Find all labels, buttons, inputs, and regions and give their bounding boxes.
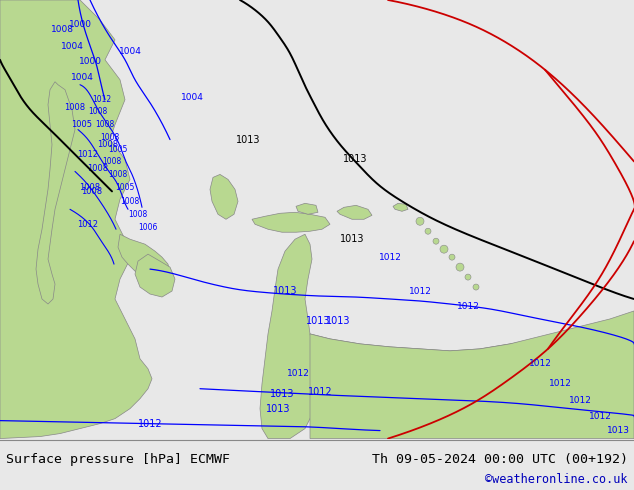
Text: 1012: 1012 <box>588 412 611 421</box>
Text: 1012: 1012 <box>307 387 332 397</box>
Text: 1013: 1013 <box>266 404 290 414</box>
Text: 1008: 1008 <box>65 103 86 112</box>
Circle shape <box>465 274 471 280</box>
Text: 1005: 1005 <box>108 145 127 154</box>
Text: 1013: 1013 <box>306 316 330 326</box>
Text: ©weatheronline.co.uk: ©weatheronline.co.uk <box>485 473 628 486</box>
Text: 1012: 1012 <box>548 379 571 388</box>
Polygon shape <box>0 0 152 439</box>
Text: 1008: 1008 <box>128 210 148 219</box>
Polygon shape <box>296 203 318 214</box>
Text: 1008: 1008 <box>100 133 120 142</box>
Text: 1004: 1004 <box>70 73 93 82</box>
Circle shape <box>433 238 439 244</box>
Polygon shape <box>118 234 170 284</box>
Polygon shape <box>337 205 372 220</box>
Text: 1000: 1000 <box>68 21 91 29</box>
Text: 1012: 1012 <box>77 150 98 159</box>
Text: 1013: 1013 <box>326 316 350 326</box>
Polygon shape <box>310 311 634 439</box>
Circle shape <box>416 217 424 225</box>
Polygon shape <box>36 82 75 304</box>
Text: 1012: 1012 <box>456 302 479 312</box>
Text: 1008: 1008 <box>98 140 119 149</box>
Text: 1005: 1005 <box>72 120 93 129</box>
Text: 1013: 1013 <box>273 286 297 296</box>
Polygon shape <box>210 174 238 220</box>
Text: Surface pressure [hPa] ECMWF: Surface pressure [hPa] ECMWF <box>6 453 230 466</box>
Text: 1008: 1008 <box>108 170 127 179</box>
Text: 1012: 1012 <box>408 287 432 295</box>
Circle shape <box>456 263 464 271</box>
Text: 1004: 1004 <box>61 42 84 51</box>
Polygon shape <box>252 212 330 232</box>
Text: 1000: 1000 <box>79 57 101 66</box>
Circle shape <box>425 228 431 234</box>
Text: 1013: 1013 <box>607 426 630 435</box>
Text: 1013: 1013 <box>343 154 367 165</box>
Text: 1013: 1013 <box>269 389 294 399</box>
Circle shape <box>440 245 448 253</box>
Text: 1005: 1005 <box>115 183 134 192</box>
Text: 1008: 1008 <box>95 120 115 129</box>
Text: 1012: 1012 <box>287 369 309 378</box>
Polygon shape <box>310 314 634 371</box>
Text: 1008: 1008 <box>88 107 108 116</box>
Polygon shape <box>260 234 318 439</box>
Text: 1012: 1012 <box>138 418 162 429</box>
Text: 1013: 1013 <box>340 234 365 244</box>
Text: 1008: 1008 <box>81 187 103 196</box>
Polygon shape <box>135 254 175 297</box>
Text: 1012: 1012 <box>378 253 401 262</box>
Text: 1004: 1004 <box>119 48 141 56</box>
Text: 1012: 1012 <box>93 95 112 104</box>
Polygon shape <box>393 203 408 211</box>
Text: 1004: 1004 <box>181 93 204 102</box>
Text: Th 09-05-2024 00:00 UTC (00+192): Th 09-05-2024 00:00 UTC (00+192) <box>372 453 628 466</box>
Text: 1008: 1008 <box>87 164 108 173</box>
Circle shape <box>473 284 479 290</box>
Text: 1008: 1008 <box>102 157 122 166</box>
Text: 1008: 1008 <box>51 25 74 34</box>
Text: 1008: 1008 <box>120 197 139 206</box>
Text: 1012: 1012 <box>77 220 98 229</box>
Text: 1012: 1012 <box>569 396 592 405</box>
Text: 1008: 1008 <box>79 183 101 192</box>
Text: 1006: 1006 <box>138 223 158 232</box>
Circle shape <box>449 254 455 260</box>
Text: 1012: 1012 <box>529 359 552 368</box>
Text: 1013: 1013 <box>236 135 260 145</box>
